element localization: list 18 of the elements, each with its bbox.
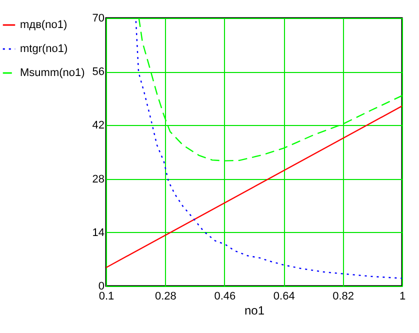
- x-tick-label: 1: [399, 290, 406, 302]
- y-tick-label: 42: [92, 120, 104, 132]
- legend-label: mдв(no1): [20, 19, 68, 31]
- x-tick-label: 0.82: [332, 290, 354, 302]
- line-series: [135, 20, 402, 279]
- y-tick-label: 56: [92, 66, 104, 78]
- x-tick-label: 0.28: [154, 290, 176, 302]
- line-series: [138, 18, 402, 162]
- x-axis-title: no1: [244, 304, 265, 318]
- legend-label: Msumm(no1): [20, 67, 85, 79]
- y-tick-label: 14: [92, 226, 104, 239]
- y-tick-label: 28: [92, 173, 104, 186]
- y-tick-label: 70: [92, 12, 104, 24]
- x-tick-label: 0.64: [273, 290, 295, 302]
- x-tick-label: 0.1: [98, 290, 114, 302]
- y-tick-label: 0: [98, 280, 104, 292]
- legend-label: mtgr(no1): [20, 43, 68, 55]
- x-tick-label: 0.46: [214, 290, 236, 302]
